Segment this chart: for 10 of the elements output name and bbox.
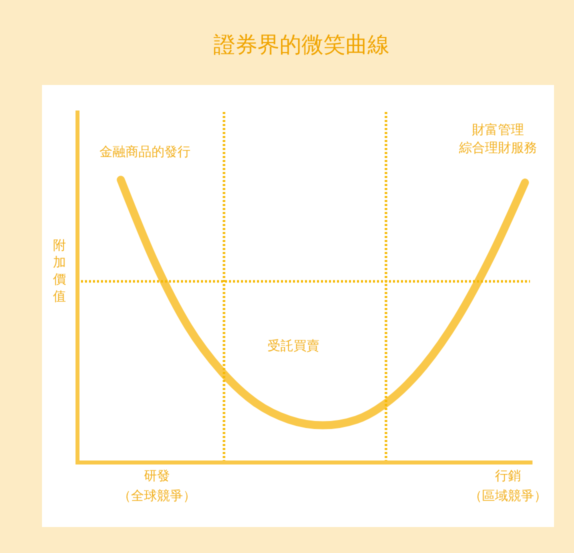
y-axis-title: 附加價值	[53, 238, 66, 304]
chart-title: 證券界的微笑曲線	[214, 33, 390, 58]
text: 金融商品的發行	[100, 145, 190, 160]
text: 財富管理	[472, 122, 524, 138]
text: 研發	[144, 469, 170, 484]
text: （全球競爭）	[118, 489, 196, 504]
annotation: 受託買賣	[268, 339, 320, 354]
text: 綜合理財服務	[458, 141, 537, 156]
text: 行銷	[495, 469, 521, 484]
text: （區域競爭）	[469, 489, 547, 504]
